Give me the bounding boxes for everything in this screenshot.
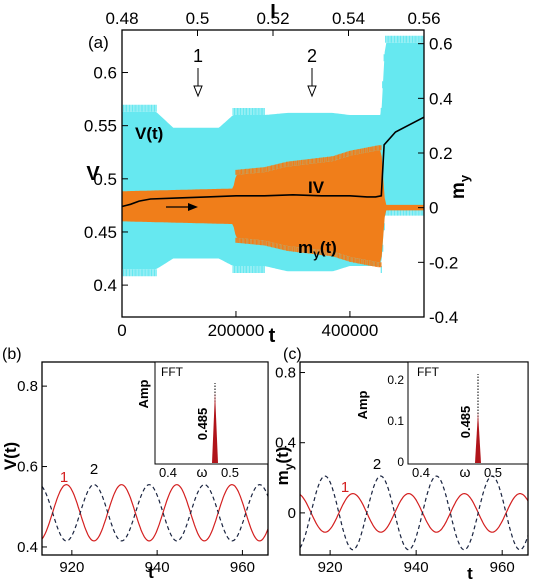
inset-c-ytick-2: 0.2	[387, 373, 404, 387]
b-xtick-label: 940	[145, 559, 170, 576]
sweep-arrowhead	[188, 203, 198, 211]
panel-a-ylabel-left: V	[86, 163, 100, 185]
inset-c-ytick-1: 0.1	[387, 414, 404, 428]
a-yleft-tick-label: 0.6	[93, 64, 117, 83]
panel-a-xlabel-top: I	[270, 1, 276, 23]
a-xtick-label: 200000	[208, 321, 265, 340]
c-xtick-label: 940	[404, 559, 429, 576]
a-xtop-tick-label: 0.52	[256, 9, 289, 28]
marker-1-arrowhead	[193, 85, 203, 98]
curve-1-label: 1	[60, 469, 68, 486]
panel-a-xlabel: t	[269, 325, 276, 347]
b-xtick-label: 960	[230, 559, 255, 576]
a-xtop-tick-label: 0.56	[407, 9, 440, 28]
b-ytick-label: 0.4	[17, 539, 38, 556]
panel-b-ylabel: V(t)	[1, 442, 20, 470]
a-xtick-label: 400000	[322, 321, 379, 340]
inset-b-xtick-1: 0.5	[221, 465, 239, 480]
inset-b-frame	[154, 361, 269, 465]
inset-b-xtick-0: 0.4	[159, 465, 177, 480]
a-yright-tick-label: -0.2	[429, 253, 458, 272]
a-yright-tick-label: 0	[429, 199, 438, 218]
iv-curve	[121, 116, 425, 208]
my-series-label: my(t)	[298, 238, 337, 261]
b-xtick-label: 920	[59, 559, 84, 576]
inset-c-frame	[407, 361, 529, 465]
panel-c-xlabel: t	[467, 564, 473, 583]
inset-b-ylabel: Amp	[136, 379, 151, 408]
inset-c-peak	[475, 412, 481, 463]
c-series-2-line	[299, 475, 529, 551]
panel-c-ylabel: my(t)	[273, 447, 296, 486]
b-ytick-label: 0.6	[17, 459, 38, 476]
inset-c-xtick-1: 0.5	[484, 465, 502, 480]
panel-b-label: (b)	[2, 346, 22, 363]
a-yleft-tick-label: 0.45	[84, 223, 117, 242]
a-yleft-tick-label: 0.55	[84, 117, 117, 136]
my-envelope-group	[122, 145, 424, 268]
inset-b-peak-label: 0.485	[195, 408, 210, 441]
c-series-1-line	[299, 492, 529, 533]
marker-2-label: 2	[307, 46, 317, 66]
panel-c-label: (c)	[283, 346, 302, 363]
inset-b-title: FFT	[161, 365, 184, 379]
inset-c-xlabel: ω	[460, 464, 471, 480]
a-xtop-tick-label: 0.48	[105, 9, 138, 28]
marker-2-arrowhead	[307, 85, 317, 98]
curve-1c-label: 1	[341, 479, 349, 496]
inset-c-ytick-0: 0	[397, 455, 404, 469]
inset-c-ylabel: Amp	[355, 390, 370, 419]
my-envelope-fringe	[235, 145, 382, 268]
a-xtick-label: 0	[117, 321, 126, 340]
panel-b-ticks: 920 940 960 0.4 0.6 0.8	[17, 378, 255, 576]
a-xtop-tick-label: 0.5	[186, 9, 210, 28]
inset-b-peak	[212, 392, 218, 463]
panel-c-ticks: 920 940 960 0 0.4 0.8	[275, 365, 515, 576]
iv-label: IV	[308, 178, 325, 197]
panel-b: 920 940 960 0.4 0.6 0.8 (b) V(t) t 1 2 FFT Am…	[1, 346, 269, 582]
c-ytick-label: 0	[288, 505, 296, 522]
panel-b-inset: FFT Amp 0.485 0.4 0.5 ω	[136, 361, 269, 480]
panel-c-inset: FFT Amp 0.485 0 0.1 0.2 0.4 0.5 ω	[355, 361, 529, 480]
c-ytick-label: 0.8	[275, 365, 296, 382]
inset-c-peak-label: 0.485	[458, 406, 473, 439]
c-ytick-label: 0.4	[275, 435, 296, 452]
c-xtick-label: 960	[490, 559, 515, 576]
b-series-1-line	[41, 483, 269, 542]
a-xtop-tick-label: 0.54	[332, 9, 365, 28]
inset-c-title: FFT	[417, 365, 440, 379]
a-yleft-tick-label: 0.4	[93, 276, 117, 295]
panel-c: 920 940 960 0 0.4 0.8 (c) my(t) t 1 2 FFT Amp…	[273, 346, 529, 583]
inset-b-xlabel: ω	[197, 464, 208, 480]
curve-2c-label: 2	[373, 456, 381, 473]
inset-c-xtick-0: 0.4	[412, 465, 430, 480]
c-xtick-label: 920	[318, 559, 343, 576]
curve-2-label: 2	[90, 461, 98, 478]
panel-c-curves	[299, 475, 529, 551]
panel-b-curves	[41, 483, 269, 542]
marker-1-label: 1	[193, 46, 203, 66]
panel-b-xlabel: t	[148, 563, 154, 582]
v-series-label: V(t)	[135, 124, 163, 143]
b-ytick-label: 0.8	[17, 378, 38, 395]
a-yright-tick-label: 0.4	[429, 89, 453, 108]
my-envelope	[122, 150, 424, 263]
a-yright-tick-label: 0.2	[429, 144, 453, 163]
a-yright-tick-label: 0.6	[429, 35, 453, 54]
iv-curve-group	[121, 116, 425, 208]
a-yright-tick-label: -0.4	[429, 308, 458, 327]
a-yleft-tick-label: 0.5	[93, 170, 117, 189]
b-series-2-line	[41, 483, 269, 542]
panel-a-label: (a)	[88, 33, 109, 52]
panel-a-ylabel-right: my	[448, 174, 472, 199]
